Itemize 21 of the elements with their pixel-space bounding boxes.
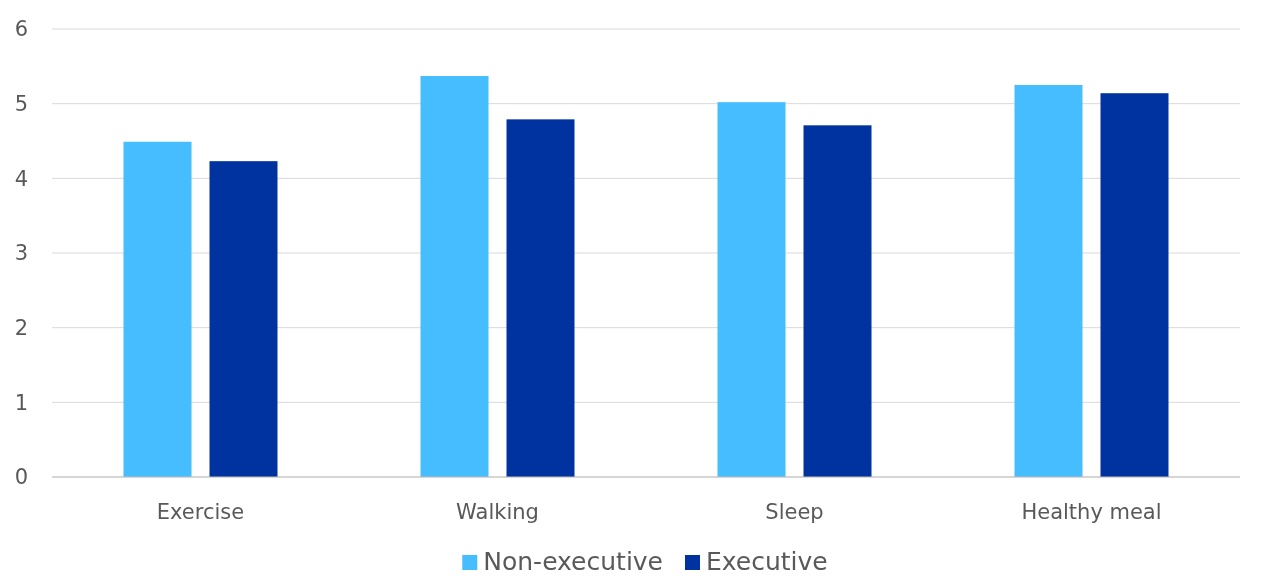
y-tick-label: 2: [14, 315, 28, 340]
bar: [420, 76, 489, 477]
bar: [506, 119, 575, 477]
x-tick-label: Healthy meal: [1021, 500, 1162, 524]
y-tick-label: 1: [14, 390, 28, 415]
bar: [209, 161, 278, 477]
x-tick-label: Sleep: [765, 500, 824, 524]
y-tick-label: 6: [14, 17, 28, 42]
bar: [123, 141, 192, 477]
bar: [803, 125, 872, 477]
y-tick-label: 4: [14, 166, 28, 191]
y-tick-label: 0: [14, 465, 28, 490]
bar: [1100, 93, 1169, 477]
bar: [717, 102, 786, 477]
bar: [1014, 85, 1083, 477]
legend-label: Executive: [706, 547, 828, 576]
legend-label: Non-executive: [483, 547, 664, 576]
y-tick-label: 3: [14, 241, 28, 266]
x-tick-label: Walking: [456, 500, 539, 524]
x-tick-label: Exercise: [156, 500, 245, 524]
y-tick-label: 5: [14, 91, 28, 116]
